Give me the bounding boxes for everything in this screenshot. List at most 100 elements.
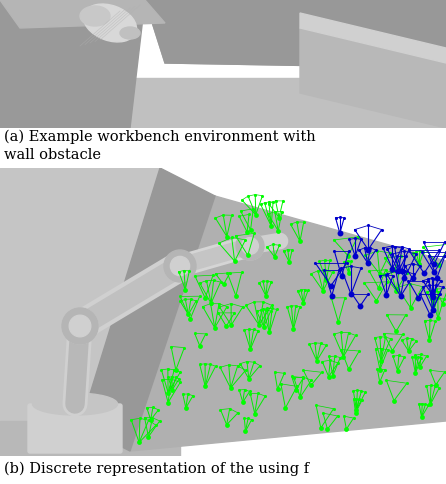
- Point: [376, 270, 383, 278]
- Point: [251, 409, 258, 417]
- Point: [442, 252, 446, 259]
- Point: [321, 266, 328, 274]
- Point: [425, 275, 432, 283]
- Point: [280, 247, 287, 255]
- Point: [423, 288, 430, 296]
- Point: [429, 295, 436, 303]
- Point: [136, 414, 144, 422]
- Point: [398, 267, 405, 275]
- Point: [264, 304, 271, 312]
- Point: [378, 345, 385, 352]
- Polygon shape: [130, 196, 446, 451]
- Point: [217, 406, 224, 413]
- Point: [329, 372, 336, 379]
- Ellipse shape: [80, 6, 110, 26]
- Point: [193, 297, 200, 305]
- Point: [272, 197, 279, 205]
- Point: [383, 271, 390, 279]
- Point: [263, 292, 270, 300]
- Point: [260, 298, 267, 306]
- Point: [250, 205, 257, 212]
- Point: [405, 277, 412, 285]
- Point: [444, 285, 446, 292]
- Point: [223, 233, 231, 241]
- Point: [322, 266, 329, 274]
- Ellipse shape: [83, 4, 136, 42]
- Point: [215, 239, 223, 247]
- Point: [179, 390, 186, 398]
- Point: [207, 300, 215, 307]
- Point: [413, 250, 420, 258]
- Point: [371, 334, 378, 342]
- Point: [420, 238, 427, 246]
- Point: [247, 345, 254, 353]
- Point: [289, 246, 296, 254]
- Point: [395, 267, 402, 275]
- Point: [297, 393, 304, 401]
- Point: [364, 259, 371, 267]
- Point: [279, 197, 286, 205]
- Point: [318, 358, 326, 365]
- Point: [331, 352, 338, 360]
- Point: [374, 365, 381, 373]
- Point: [328, 294, 335, 302]
- Point: [282, 404, 289, 412]
- Point: [232, 292, 240, 300]
- Point: [329, 269, 336, 276]
- Point: [358, 387, 365, 395]
- Point: [403, 379, 410, 387]
- Point: [419, 277, 426, 285]
- Point: [288, 302, 295, 310]
- Point: [177, 298, 184, 305]
- Point: [419, 400, 426, 408]
- Point: [336, 213, 343, 221]
- Point: [245, 375, 252, 383]
- Point: [275, 227, 282, 235]
- Point: [361, 279, 368, 287]
- Circle shape: [236, 232, 264, 260]
- Point: [314, 267, 322, 274]
- Point: [421, 270, 428, 277]
- Point: [177, 293, 184, 301]
- Polygon shape: [0, 168, 160, 456]
- Point: [384, 271, 391, 278]
- Point: [155, 406, 162, 414]
- Point: [244, 358, 251, 365]
- Point: [241, 326, 248, 334]
- Point: [203, 277, 210, 285]
- Point: [434, 275, 442, 283]
- Point: [425, 252, 432, 259]
- Point: [269, 241, 277, 248]
- Point: [434, 274, 441, 282]
- Point: [438, 277, 445, 285]
- Point: [220, 211, 227, 219]
- Polygon shape: [300, 28, 446, 128]
- Polygon shape: [0, 78, 446, 128]
- Point: [343, 425, 350, 433]
- Point: [347, 262, 355, 270]
- Point: [271, 208, 278, 215]
- Point: [406, 245, 413, 253]
- Point: [429, 293, 437, 301]
- Point: [223, 303, 231, 311]
- Point: [223, 322, 230, 330]
- Point: [199, 302, 206, 310]
- Point: [331, 247, 338, 255]
- Point: [426, 311, 434, 318]
- Point: [238, 269, 245, 276]
- Point: [223, 421, 230, 429]
- Point: [264, 243, 271, 251]
- Point: [293, 386, 300, 394]
- Point: [191, 272, 198, 280]
- Point: [392, 267, 400, 275]
- Point: [409, 260, 416, 268]
- Point: [248, 416, 255, 424]
- Point: [290, 325, 297, 333]
- Point: [381, 366, 388, 374]
- Point: [418, 248, 425, 256]
- Point: [341, 214, 348, 222]
- Point: [338, 329, 345, 336]
- Point: [261, 199, 268, 207]
- Point: [327, 282, 334, 289]
- Point: [417, 363, 424, 371]
